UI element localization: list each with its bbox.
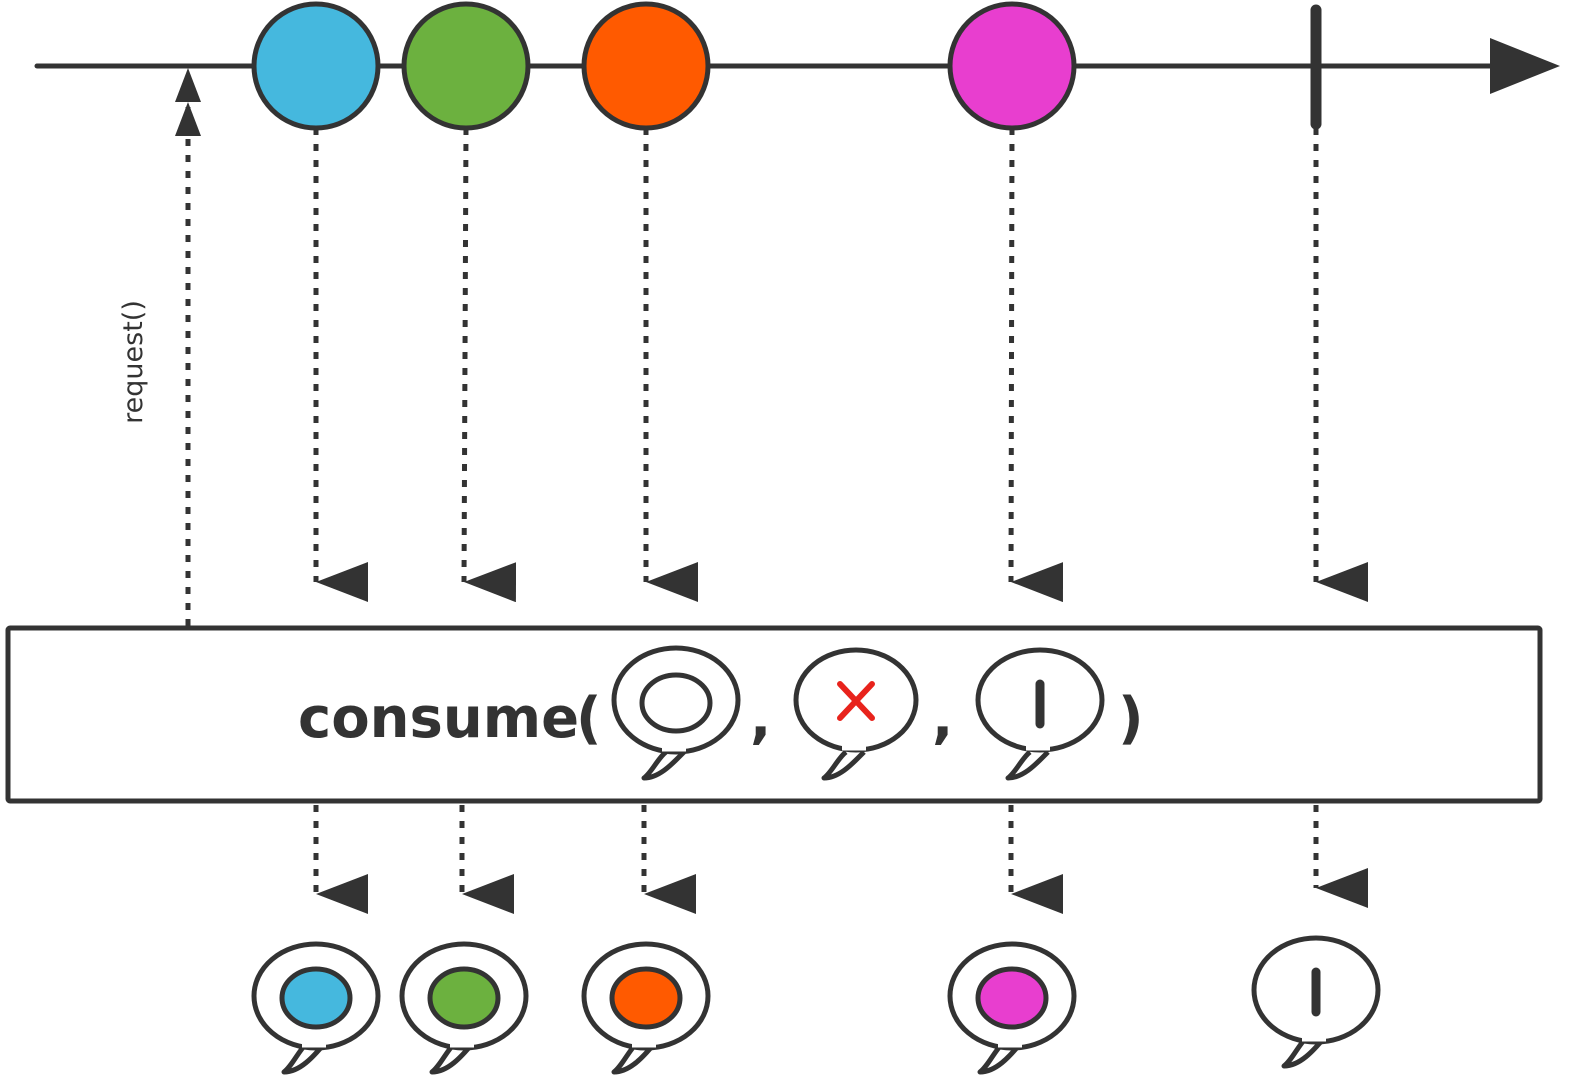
source-item-blue: [251, 1, 381, 131]
on-error-bubble-icon: [793, 647, 919, 781]
downstream-connectors: [313, 805, 1368, 914]
output-item-orange: [581, 941, 711, 1075]
output-item-blue: [251, 941, 381, 1075]
operator-separator-2: ,: [932, 686, 953, 751]
on-complete-bubble-icon: [975, 647, 1105, 781]
operator-frame: [5, 625, 1543, 804]
operator-name: consume: [298, 686, 579, 751]
operator-box: consume ( , , ): [5, 625, 1543, 804]
output-completion-bubble: [1251, 935, 1381, 1069]
operator-close-paren: ): [1118, 686, 1144, 751]
upstream-connectors: [175, 102, 1368, 626]
operator-open-paren: (: [576, 686, 602, 751]
output-item-green: [399, 941, 529, 1075]
output-item-dot: [975, 966, 1049, 1030]
error-cross-icon: [837, 681, 875, 721]
source-marbles: [251, 1, 1077, 131]
output-item-dot: [279, 966, 353, 1030]
timeline-arrow-icon: [1490, 38, 1560, 94]
output-bubbles: [251, 941, 1077, 1075]
connector-green-in: [461, 127, 517, 603]
request-label: request(): [118, 300, 149, 424]
output-item-dot: [427, 966, 501, 1030]
output-item-dot: [609, 966, 683, 1030]
connector-magenta-in: [1008, 127, 1064, 603]
operator-separator-1: ,: [750, 686, 771, 751]
source-item-magenta: [947, 1, 1077, 131]
output-item-magenta: [947, 941, 1077, 1075]
source-item-green: [401, 1, 531, 131]
on-next-bubble-icon: [611, 645, 741, 781]
request-arrow-icon: [175, 68, 201, 102]
source-item-orange: [581, 1, 711, 131]
